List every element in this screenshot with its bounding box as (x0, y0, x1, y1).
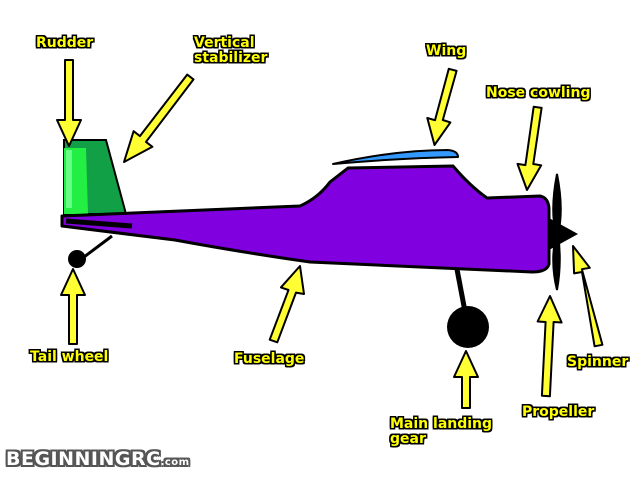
arrow-nose-cowling (516, 105, 543, 191)
arrow-propeller (536, 295, 563, 398)
label-fuselage: Fuselage (234, 351, 305, 367)
tail-wheel (68, 250, 86, 268)
main-wheel (447, 306, 489, 348)
label-spinner: Spinner (567, 354, 629, 370)
arrow-vertical-stabilizer (123, 73, 195, 163)
label-tail-wheel: Tail wheel (30, 349, 109, 365)
label-main-landing-gear: Main landing gear (390, 416, 493, 447)
logo-suffix: .com (160, 457, 190, 468)
arrow-rudder (56, 59, 82, 147)
arrow-spinner (572, 245, 604, 348)
label-rudder: Rudder (36, 35, 94, 51)
arrow-tail-wheel (60, 268, 86, 345)
rudder-highlight (66, 150, 72, 208)
label-propeller: Propeller (522, 404, 595, 420)
fuselage-shape (60, 164, 551, 274)
beginningrc-logo: BEGINNINGRC.com (6, 448, 190, 470)
arrow-wing (426, 67, 458, 146)
logo-main: BEGINNINGRC (6, 448, 161, 470)
arrow-main-landing-gear (453, 350, 479, 409)
label-wing: Wing (426, 43, 467, 59)
horizontal-stabilizer (65, 218, 133, 229)
label-nose-cowling: Nose cowling (486, 85, 591, 101)
wing-shape (332, 149, 459, 165)
arrow-fuselage (268, 265, 305, 344)
label-vertical-stabilizer: Vertical stabilizer (194, 35, 268, 66)
spinner-shape (549, 218, 578, 250)
